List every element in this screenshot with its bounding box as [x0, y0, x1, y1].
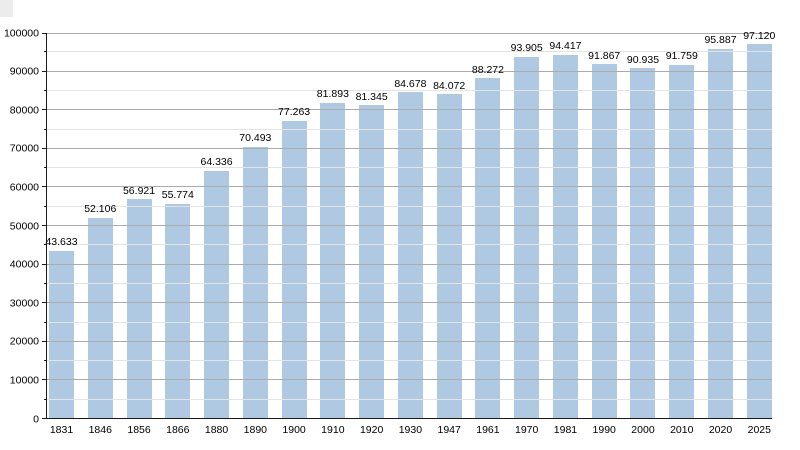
y-axis-tick-label: 80000: [9, 103, 39, 116]
bar-2010: [669, 64, 695, 419]
corner-artifact: [0, 0, 13, 17]
bar-slot: 1930: [397, 33, 423, 435]
bar-slot: 1990: [591, 33, 617, 435]
bar-1990: [591, 64, 617, 419]
x-axis-tick-label: 1831: [49, 424, 74, 436]
x-axis-tick-label: 1890: [243, 424, 268, 436]
bar-1947: [436, 94, 462, 419]
bar-slot: 1981: [552, 33, 578, 435]
y-axis-tick-label: 0: [33, 412, 39, 425]
x-axis-tick-label: 1990: [592, 424, 616, 436]
bar-slot: 1900: [281, 33, 307, 435]
x-axis-tick-label: 2010: [670, 424, 694, 436]
x-axis-tick-label: 1981: [553, 424, 578, 436]
bar-1930: [397, 92, 423, 419]
bar-1970: [514, 56, 540, 419]
bar-slot: 2000: [630, 33, 656, 435]
bar-slot: 1856: [126, 33, 152, 435]
bar-slot: 1947: [436, 33, 462, 435]
bar-2025: [746, 44, 772, 419]
bar-1856: [126, 199, 152, 419]
y-axis-tick-label: 20000: [9, 335, 39, 348]
bar-slot: 1910: [320, 33, 346, 435]
bar-slot: 1880: [204, 33, 230, 435]
bar-slot: 1961: [475, 33, 501, 435]
x-axis-tick-label: 2025: [747, 424, 771, 436]
y-axis-tick-label: 90000: [9, 65, 39, 78]
bar-1920: [359, 105, 385, 419]
bar-slot: 1831: [49, 33, 74, 435]
x-axis-tick-label: 1856: [127, 424, 151, 436]
y-axis-tick-label: 30000: [9, 296, 39, 309]
y-axis-tick-label: 100000: [3, 26, 39, 39]
bar-1910: [320, 102, 346, 419]
x-axis-line: [46, 418, 772, 419]
x-axis-tick-label: 1846: [88, 424, 112, 436]
bar-slot: 1970: [514, 33, 540, 435]
bar-slot: 2020: [708, 33, 734, 435]
y-axis-line: [46, 33, 47, 419]
x-axis-tick-label: 2000: [631, 424, 655, 436]
x-axis-tick-label: 1920: [359, 424, 384, 436]
y-axis-tick-label: 60000: [9, 181, 39, 194]
bar-1846: [87, 217, 113, 419]
x-axis-tick-label: 1947: [437, 424, 461, 436]
x-axis-tick-label: 2020: [708, 424, 733, 436]
x-axis-tick-label: 1866: [166, 424, 190, 436]
bar-1961: [475, 78, 501, 419]
x-axis-tick-label: 1880: [204, 424, 229, 436]
x-axis-tick-label: 1900: [282, 424, 306, 436]
bar-1981: [552, 54, 578, 419]
plot-area: 1831 1846 1856 1866 1880 1890 1900 1910 1920 1930…: [4, 28, 775, 435]
y-axis-tick-label: 70000: [9, 142, 39, 155]
bar-slot: 1866: [165, 33, 191, 435]
y-axis-tick-label: 10000: [9, 374, 39, 387]
bar-1831: [49, 250, 74, 419]
bar-2020: [708, 48, 734, 419]
bar-slot: 1846: [87, 33, 113, 435]
bar-slot: 1890: [242, 33, 268, 435]
y-axis-tick-label: 50000: [9, 219, 39, 232]
bar-slot: 2010: [669, 33, 695, 435]
x-axis-tick-label: 1961: [476, 424, 500, 436]
bar-slot: 1920: [359, 33, 385, 435]
bar-1880: [204, 170, 230, 419]
x-axis-tick-label: 1930: [398, 424, 423, 436]
bar-1890: [242, 146, 268, 419]
x-axis-tick-label: 1970: [515, 424, 539, 436]
bar-1866: [165, 203, 191, 419]
bar-1900: [281, 120, 307, 419]
bar-2000: [630, 68, 656, 419]
x-axis-tick-label: 1910: [321, 424, 345, 436]
y-axis-tick-label: 40000: [9, 258, 39, 271]
bars-layer: 1831 1846 1856 1866 1880 1890 1900 1910 1920 1930…: [47, 33, 772, 435]
bar-slot: 2025: [746, 33, 772, 435]
